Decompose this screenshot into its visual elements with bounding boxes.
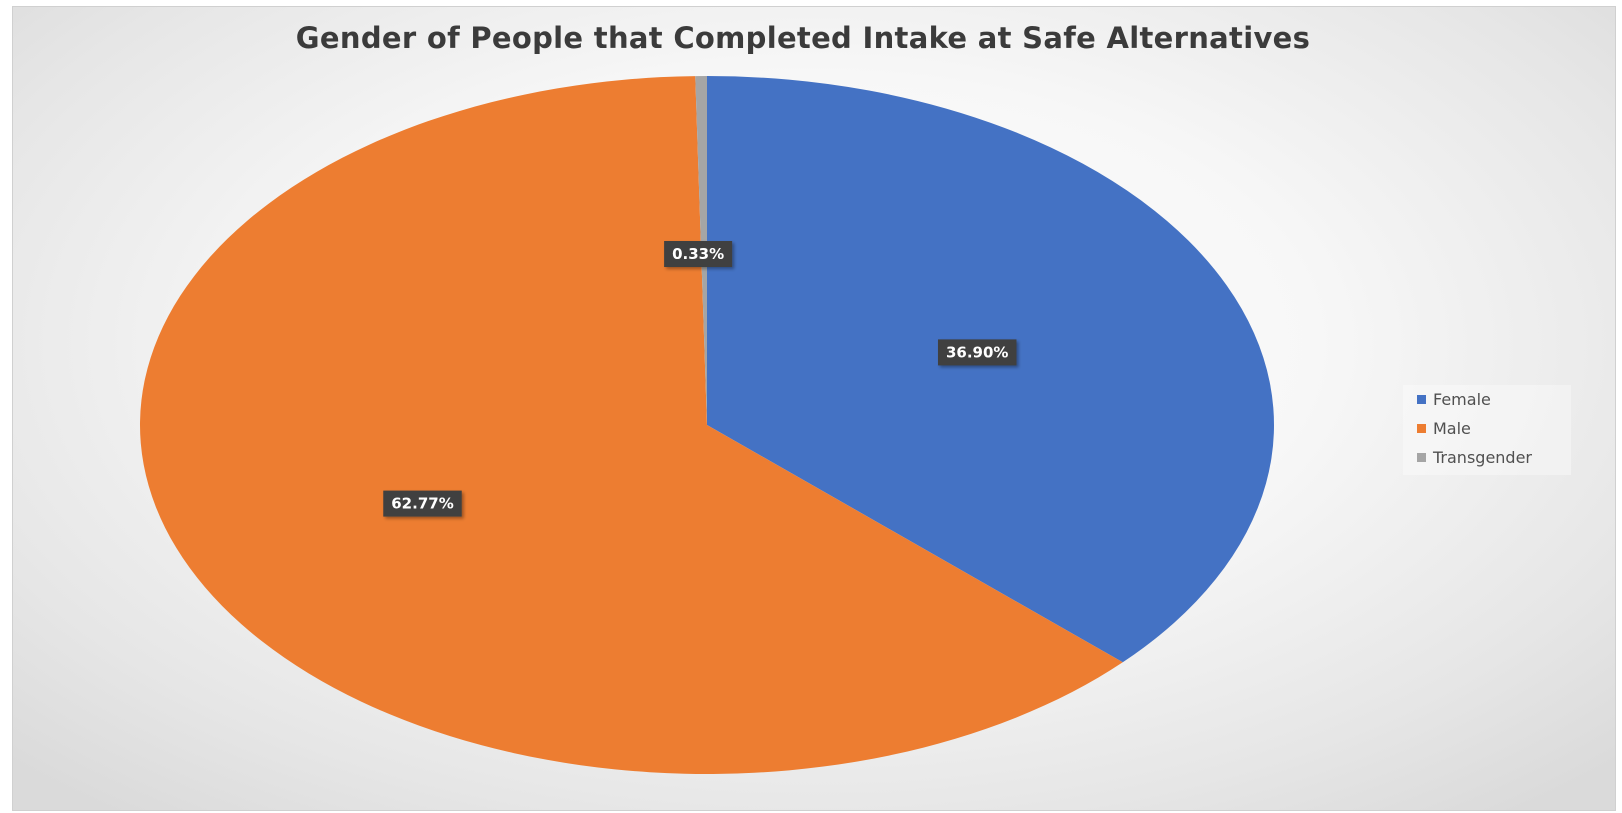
data-label-box-transgender	[664, 240, 733, 267]
data-label-box-male	[383, 490, 462, 517]
legend-label-transgender: Transgender	[1433, 447, 1532, 467]
legend-label-female: Female	[1433, 389, 1491, 409]
pie-slices	[139, 76, 1274, 775]
data-label-transgender: 0.33%	[672, 245, 724, 263]
legend-item-male: Male	[1417, 416, 1471, 440]
pie-slice-female	[707, 76, 1274, 663]
chart-legend: Female Male Transgender	[1403, 385, 1571, 475]
legend-swatch-transgender	[1417, 452, 1426, 462]
legend-item-transgender: Transgender	[1417, 445, 1532, 469]
pie-chart: 36.90% 62.77% 0.33%	[139, 76, 1274, 775]
legend-swatch-female	[1417, 394, 1426, 404]
data-label-female: 36.90%	[946, 343, 1008, 361]
legend-swatch-male	[1417, 423, 1426, 433]
chart-area: Gender of People that Completed Intake a…	[12, 6, 1616, 811]
legend-label-male: Male	[1433, 418, 1471, 438]
legend-item-female: Female	[1417, 387, 1491, 411]
pie-slice-male	[139, 76, 1123, 775]
data-label-box-female	[937, 339, 1017, 366]
data-label-male: 62.77%	[391, 495, 453, 513]
pie-data-labels: 36.90% 62.77% 0.33%	[383, 240, 1017, 517]
chart-title: Gender of People that Completed Intake a…	[295, 21, 1311, 55]
